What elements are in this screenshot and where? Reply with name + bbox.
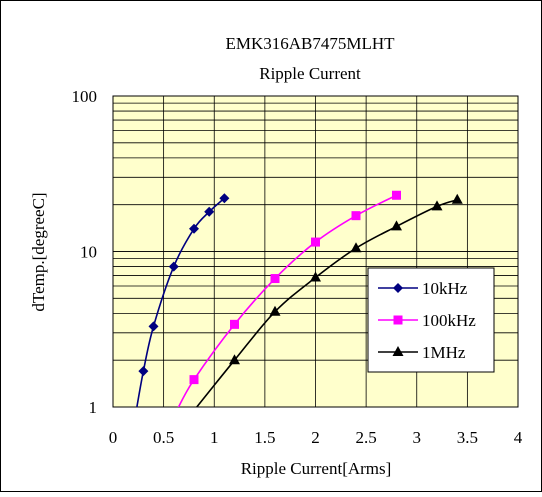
legend-marker-10khz [393,283,403,293]
x-tick-label: 3.5 [457,428,478,447]
plot-area: 0 0.5 1 1.5 2 2.5 3 3.5 4 1 10 100 [72,87,523,447]
chart-title: EMK316AB7475MLHT [225,34,395,53]
legend: 10kHz 100kHz 1MHz [367,267,495,373]
legend-marker-100khz [393,315,403,325]
data-point-100khz [311,237,320,247]
data-point-1mhz [451,193,463,204]
x-tick-label: 3 [413,428,422,447]
x-tick-label: 2.5 [356,428,377,447]
x-tick-label: 2 [311,428,320,447]
x-tick-label: 1 [210,428,219,447]
data-point-100khz [351,211,361,221]
y-tick-label: 1 [89,398,98,417]
data-point-100khz [189,375,199,385]
legend-label-10khz: 10kHz [422,279,468,298]
x-axis-label: Ripple Current[Arms] [241,459,392,478]
y-tick-label: 100 [72,87,98,106]
x-tick-label: 1.5 [254,428,275,447]
data-point-10khz [189,223,199,234]
data-point-10khz [148,321,159,332]
legend-label-1mhz: 1MHz [422,343,466,362]
plot-border [112,95,519,408]
data-point-1mhz [431,200,443,211]
x-tick-label: 0.5 [153,428,174,447]
data-point-1mhz [269,305,281,316]
data-point-10khz [138,366,149,377]
x-tick-label: 0 [109,428,118,447]
data-point-1mhz [350,242,362,253]
data-point-1mhz [229,354,240,365]
data-point-1mhz [310,271,321,282]
data-point-10khz [204,206,215,217]
chart-subtitle: Ripple Current [259,64,361,83]
data-point-100khz [392,190,401,200]
legend-marker-1mhz [392,346,404,356]
data-point-100khz [230,319,239,329]
data-point-100khz [270,274,280,284]
data-point-10khz [219,193,230,204]
y-tick-label: 10 [80,243,97,262]
y-axis-label: dTemp.[degreeC] [29,192,48,311]
data-point-1mhz [391,220,402,231]
x-tick-label: 4 [514,428,523,447]
legend-label-100khz: 100kHz [422,311,476,330]
data-point-10khz [168,261,179,272]
